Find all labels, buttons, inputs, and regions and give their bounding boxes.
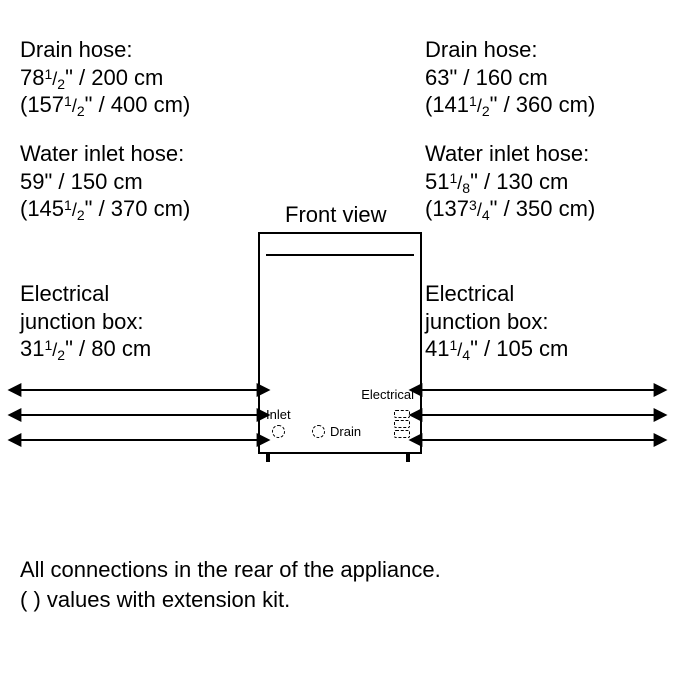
label: Water inlet hose: xyxy=(425,140,595,168)
footnote: All connections in the rear of the appli… xyxy=(20,555,441,614)
appliance-top-line xyxy=(266,254,414,256)
value-line-2: (1451/2" / 370 cm) xyxy=(20,195,190,223)
label: Drain hose: xyxy=(425,36,595,64)
label: Water inlet hose: xyxy=(20,140,190,168)
diagram-container: { "type": "technical-diagram", "backgrou… xyxy=(0,0,675,675)
footnote-line-2: ( ) values with extension kit. xyxy=(20,585,441,615)
appliance-front-view: Inlet Drain Electrical xyxy=(258,232,422,454)
right-drain-label: Drain hose: 63" / 160 cm (1411/2" / 360 … xyxy=(425,36,595,119)
inlet-port-icon xyxy=(272,425,285,438)
value-line-1: 411/4" / 105 cm xyxy=(425,335,568,363)
diagram-title: Front view xyxy=(285,202,386,228)
left-drain-label: Drain hose: 781/2" / 200 cm (1571/2" / 4… xyxy=(20,36,190,119)
label-line-1: Electrical xyxy=(425,280,568,308)
right-inlet-label: Water inlet hose: 511/8" / 130 cm (1373/… xyxy=(425,140,595,223)
inlet-port-label: Inlet xyxy=(266,407,291,422)
electrical-port-icon xyxy=(394,410,410,440)
footnote-line-1: All connections in the rear of the appli… xyxy=(20,555,441,585)
value-line-2: (1373/4" / 350 cm) xyxy=(425,195,595,223)
value-line-1: 63" / 160 cm xyxy=(425,64,595,92)
value-line-2: (1571/2" / 400 cm) xyxy=(20,91,190,119)
value-line-1: 511/8" / 130 cm xyxy=(425,168,595,196)
value-line-1: 781/2" / 200 cm xyxy=(20,64,190,92)
drain-port-label: Drain xyxy=(330,424,361,439)
right-elec-label: Electrical junction box: 411/4" / 105 cm xyxy=(425,280,568,363)
label-line-2: junction box: xyxy=(20,308,151,336)
label-line-2: junction box: xyxy=(425,308,568,336)
value-line-2: (1411/2" / 360 cm) xyxy=(425,91,595,119)
left-elec-label: Electrical junction box: 311/2" / 80 cm xyxy=(20,280,151,363)
drain-port-icon xyxy=(312,425,325,438)
label-line-1: Electrical xyxy=(20,280,151,308)
left-inlet-label: Water inlet hose: 59" / 150 cm (1451/2" … xyxy=(20,140,190,223)
value-line-1: 59" / 150 cm xyxy=(20,168,190,196)
value-line-1: 311/2" / 80 cm xyxy=(20,335,151,363)
electrical-port-label: Electrical xyxy=(361,387,414,402)
label: Drain hose: xyxy=(20,36,190,64)
